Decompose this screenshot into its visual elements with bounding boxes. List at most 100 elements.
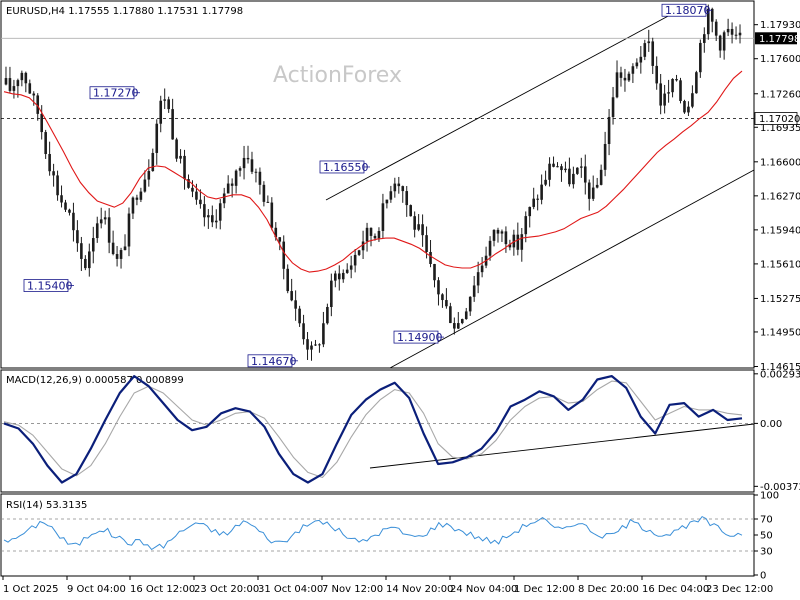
- candle-body: [127, 213, 131, 247]
- candle-body: [603, 143, 607, 170]
- candle-body: [437, 280, 440, 295]
- candle-body: [532, 198, 535, 207]
- candle-body: [195, 191, 198, 200]
- candle-body: [294, 300, 297, 309]
- candle-body: [377, 230, 381, 239]
- time-axis-tick: 24 Nov 04:00: [450, 584, 517, 595]
- candle-body: [389, 191, 393, 200]
- candle-body: [663, 93, 666, 106]
- candle-body: [564, 168, 567, 171]
- candle-body: [171, 109, 174, 140]
- candle-body: [639, 56, 643, 63]
- candle-body: [314, 344, 317, 346]
- candle-body: [8, 78, 12, 91]
- price-callout: 1.16550: [323, 161, 369, 174]
- candle-body: [234, 170, 238, 186]
- candle-body: [246, 157, 250, 160]
- candle-body: [627, 73, 631, 81]
- candle-body: [151, 152, 155, 172]
- candle-body: [262, 184, 266, 202]
- candle-body: [460, 319, 464, 324]
- candle-body: [659, 83, 662, 106]
- candle-body: [655, 65, 658, 84]
- candle-body: [695, 72, 698, 94]
- candle-body: [393, 183, 397, 192]
- candle-body: [726, 28, 730, 33]
- macd-pane: [0, 369, 755, 493]
- price-axis-tick: 1.15610: [760, 259, 800, 270]
- candle-body: [512, 234, 516, 248]
- macd-axis-tick: 0.00: [760, 419, 782, 430]
- candle-body: [218, 203, 222, 221]
- candle-body: [183, 155, 186, 180]
- candle-body: [468, 296, 472, 312]
- candle-body: [12, 86, 16, 91]
- candle-body: [155, 123, 159, 153]
- macd-pane-header: MACD(12,26,9) 0.000587 0.000899: [6, 375, 184, 386]
- candle-body: [421, 224, 424, 236]
- candle-body: [365, 227, 369, 242]
- candle-body: [20, 72, 24, 81]
- candle-body: [381, 203, 385, 231]
- candle-body: [199, 199, 202, 205]
- candle-body: [334, 273, 337, 281]
- candle-body: [480, 265, 484, 273]
- macd-trend-line: [369, 423, 755, 469]
- candle-body: [401, 186, 405, 192]
- candle-body: [528, 206, 532, 217]
- price-axis-tick: 1.14615: [760, 362, 800, 373]
- candle-body: [131, 197, 135, 214]
- candle-body: [647, 41, 651, 44]
- candle-body: [500, 231, 504, 234]
- candle-body: [44, 132, 47, 155]
- candle-body: [167, 99, 170, 110]
- candle-body: [699, 42, 702, 73]
- candle-body: [405, 191, 409, 206]
- candle-body: [143, 179, 147, 192]
- candle-body: [88, 251, 91, 269]
- candle-body: [123, 246, 127, 251]
- candle-body: [703, 34, 706, 43]
- candle-body: [254, 171, 258, 173]
- candle-body: [266, 201, 270, 203]
- candle-body: [175, 139, 178, 159]
- candle-body: [572, 173, 575, 185]
- candle-body: [322, 323, 325, 345]
- candle-body: [270, 202, 274, 228]
- candle-body: [274, 227, 278, 238]
- time-axis-tick: 16 Oct 12:00: [130, 584, 195, 595]
- candle-body: [80, 243, 83, 259]
- rsi-axis-tick: 0: [760, 571, 766, 582]
- time-axis-tick: 9 Oct 04:00: [67, 584, 126, 595]
- candle-body: [464, 311, 468, 320]
- candle-body: [203, 204, 206, 218]
- candle-body: [453, 323, 456, 329]
- candle-body: [95, 223, 99, 239]
- candle-body: [599, 169, 603, 185]
- price-axis-tick: 1.16270: [760, 191, 800, 202]
- rsi-axis-tick: 50: [760, 531, 773, 542]
- candle-body: [242, 157, 246, 169]
- candle-body: [568, 168, 571, 185]
- macd-axis-tick: -0.003724: [760, 482, 800, 493]
- candle-body: [417, 224, 420, 230]
- macd-line: [3, 375, 743, 484]
- candle-body: [548, 163, 551, 180]
- candle-body: [587, 182, 591, 199]
- candle-body: [48, 154, 51, 172]
- candle-body: [373, 235, 377, 239]
- candle-body: [714, 21, 718, 36]
- time-axis-tick: 8 Dec 20:00: [578, 584, 639, 595]
- candle-body: [345, 269, 349, 273]
- candle-body: [99, 219, 103, 224]
- price-axis-tick: 1.17930: [760, 20, 800, 31]
- candle-body: [28, 83, 32, 94]
- rsi-axis-tick: 100: [760, 491, 779, 502]
- candle-body: [163, 99, 166, 101]
- candle-body: [540, 184, 543, 200]
- candle-body: [409, 205, 412, 217]
- level-price-label: 1.17020: [759, 114, 800, 125]
- candle-body: [496, 229, 500, 234]
- rsi-pane-header: RSI(14) 53.3135: [6, 500, 87, 511]
